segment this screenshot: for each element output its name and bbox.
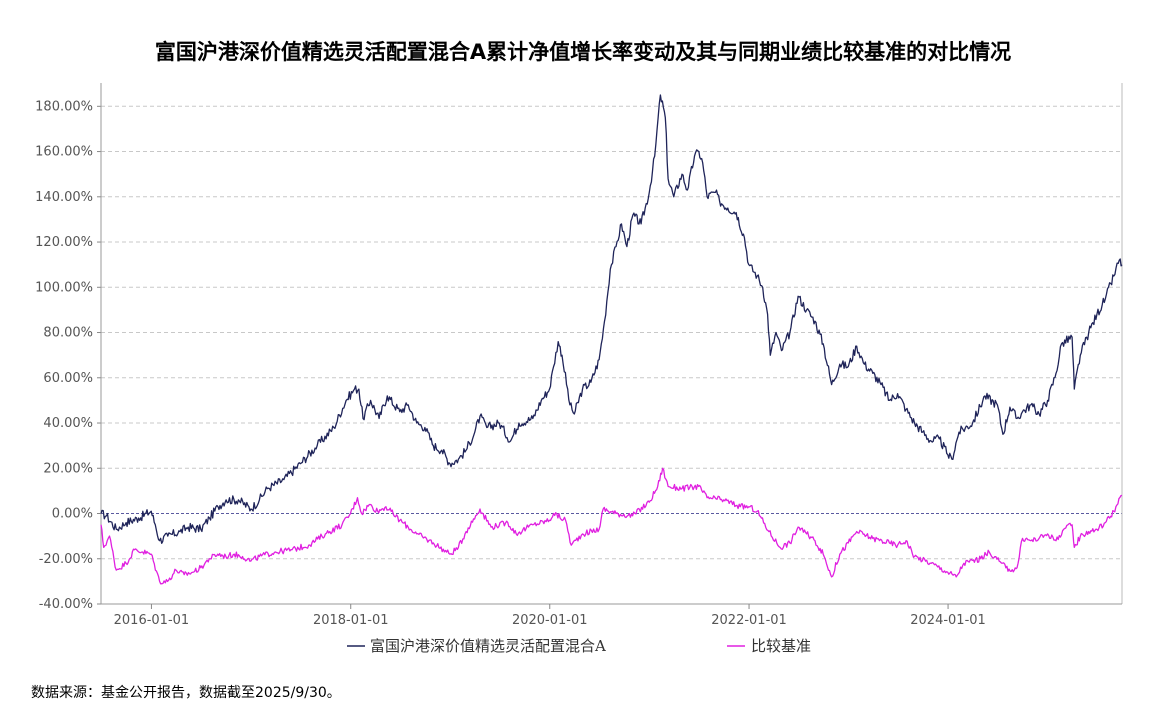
grid-lines [101, 105, 1122, 605]
y-tick-label: -40.00% [39, 597, 93, 612]
x-tick-label: 2024-01-01 [910, 613, 986, 628]
x-tick-label: 2018-01-01 [313, 613, 389, 628]
series-line-fund [100, 94, 1123, 544]
y-tick-label: 160.00% [35, 145, 93, 160]
x-tick-label: 2022-01-01 [711, 613, 787, 628]
y-tick-label: 40.00% [43, 416, 93, 431]
y-tick-label: 80.00% [43, 326, 93, 341]
x-tick-label: 2020-01-01 [512, 613, 588, 628]
y-tick-label: -20.00% [39, 552, 93, 567]
y-tick-label: 180.00% [35, 99, 93, 114]
y-axis-tick-labels: 180.00% 160.00% 140.00% 120.00% 100.00% 80.00… [35, 99, 93, 612]
y-tick-label: 100.00% [35, 280, 93, 295]
x-axis-tick-labels: 2016-01-01 2018-01-01 2020-01-01 2022-01-01… [114, 613, 986, 628]
y-tick-label: 120.00% [35, 235, 93, 250]
legend-label: 富国沪港深价值精选灵活配置混合A [370, 637, 606, 655]
series-lines [100, 94, 1123, 585]
legend: 富国沪港深价值精选灵活配置混合A 比较基准 [347, 637, 811, 655]
axes [97, 83, 1123, 609]
y-tick-label: 20.00% [43, 461, 93, 476]
y-tick-label: 0.00% [52, 507, 93, 522]
legend-label: 比较基准 [751, 637, 811, 655]
source-note: 数据来源：基金公开报告，数据截至2025/9/30。 [31, 685, 341, 701]
y-tick-label: 140.00% [35, 190, 93, 205]
x-tick-label: 2016-01-01 [114, 613, 190, 628]
y-tick-label: 60.00% [43, 371, 93, 386]
chart-title: 富国沪港深价值精选灵活配置混合A累计净值增长率变动及其与同期业绩比较基准的对比情… [154, 40, 1012, 64]
series-line-benchmark [100, 467, 1123, 585]
